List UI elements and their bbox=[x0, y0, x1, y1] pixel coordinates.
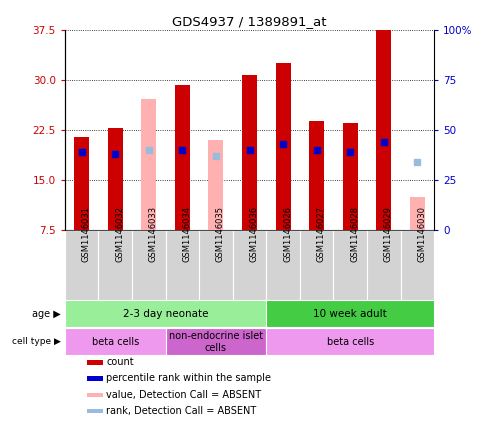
Bar bbox=[87, 393, 103, 397]
Bar bbox=[266, 328, 434, 355]
Bar bbox=[166, 328, 266, 355]
Bar bbox=[343, 124, 358, 231]
Bar bbox=[233, 231, 266, 299]
Bar bbox=[300, 231, 333, 299]
Bar bbox=[242, 75, 257, 231]
Bar bbox=[175, 85, 190, 231]
Text: GSM1146027: GSM1146027 bbox=[317, 206, 326, 262]
Text: 10 week adult: 10 week adult bbox=[313, 309, 387, 319]
Bar bbox=[98, 231, 132, 299]
Text: GSM1146036: GSM1146036 bbox=[250, 206, 258, 262]
Bar bbox=[132, 231, 166, 299]
Bar bbox=[65, 300, 266, 327]
Text: GSM1146026: GSM1146026 bbox=[283, 206, 292, 262]
Bar bbox=[333, 231, 367, 299]
Title: GDS4937 / 1389891_at: GDS4937 / 1389891_at bbox=[172, 16, 327, 28]
Text: GSM1146034: GSM1146034 bbox=[182, 206, 191, 262]
Bar bbox=[199, 231, 233, 299]
Bar bbox=[108, 128, 123, 231]
Text: value, Detection Call = ABSENT: value, Detection Call = ABSENT bbox=[106, 390, 261, 400]
Bar bbox=[87, 360, 103, 365]
Bar bbox=[209, 140, 224, 231]
Text: GSM1146035: GSM1146035 bbox=[216, 206, 225, 262]
Text: non-endocrine islet
cells: non-endocrine islet cells bbox=[169, 331, 263, 353]
Bar bbox=[275, 63, 290, 231]
Bar bbox=[65, 328, 166, 355]
Bar bbox=[65, 231, 98, 299]
Text: GSM1146029: GSM1146029 bbox=[384, 206, 393, 262]
Text: cell type ▶: cell type ▶ bbox=[12, 338, 61, 346]
Bar bbox=[410, 197, 425, 231]
Bar bbox=[266, 231, 300, 299]
Bar bbox=[376, 30, 391, 231]
Bar bbox=[166, 231, 199, 299]
Text: percentile rank within the sample: percentile rank within the sample bbox=[106, 374, 271, 383]
Text: beta cells: beta cells bbox=[326, 337, 374, 347]
Text: GSM1146028: GSM1146028 bbox=[350, 206, 359, 262]
Bar bbox=[401, 231, 434, 299]
Text: GSM1146032: GSM1146032 bbox=[115, 206, 124, 262]
Bar bbox=[367, 231, 401, 299]
Bar bbox=[87, 409, 103, 414]
Text: 2-3 day neonate: 2-3 day neonate bbox=[123, 309, 208, 319]
Text: rank, Detection Call = ABSENT: rank, Detection Call = ABSENT bbox=[106, 406, 256, 416]
Text: GSM1146030: GSM1146030 bbox=[417, 206, 426, 262]
Text: GSM1146033: GSM1146033 bbox=[149, 206, 158, 262]
Bar bbox=[309, 121, 324, 231]
Bar bbox=[87, 376, 103, 381]
Text: count: count bbox=[106, 357, 134, 367]
Bar bbox=[74, 137, 89, 231]
Bar bbox=[141, 99, 156, 231]
Bar bbox=[266, 300, 434, 327]
Text: age ▶: age ▶ bbox=[32, 309, 61, 319]
Text: GSM1146031: GSM1146031 bbox=[82, 206, 91, 262]
Text: beta cells: beta cells bbox=[92, 337, 139, 347]
